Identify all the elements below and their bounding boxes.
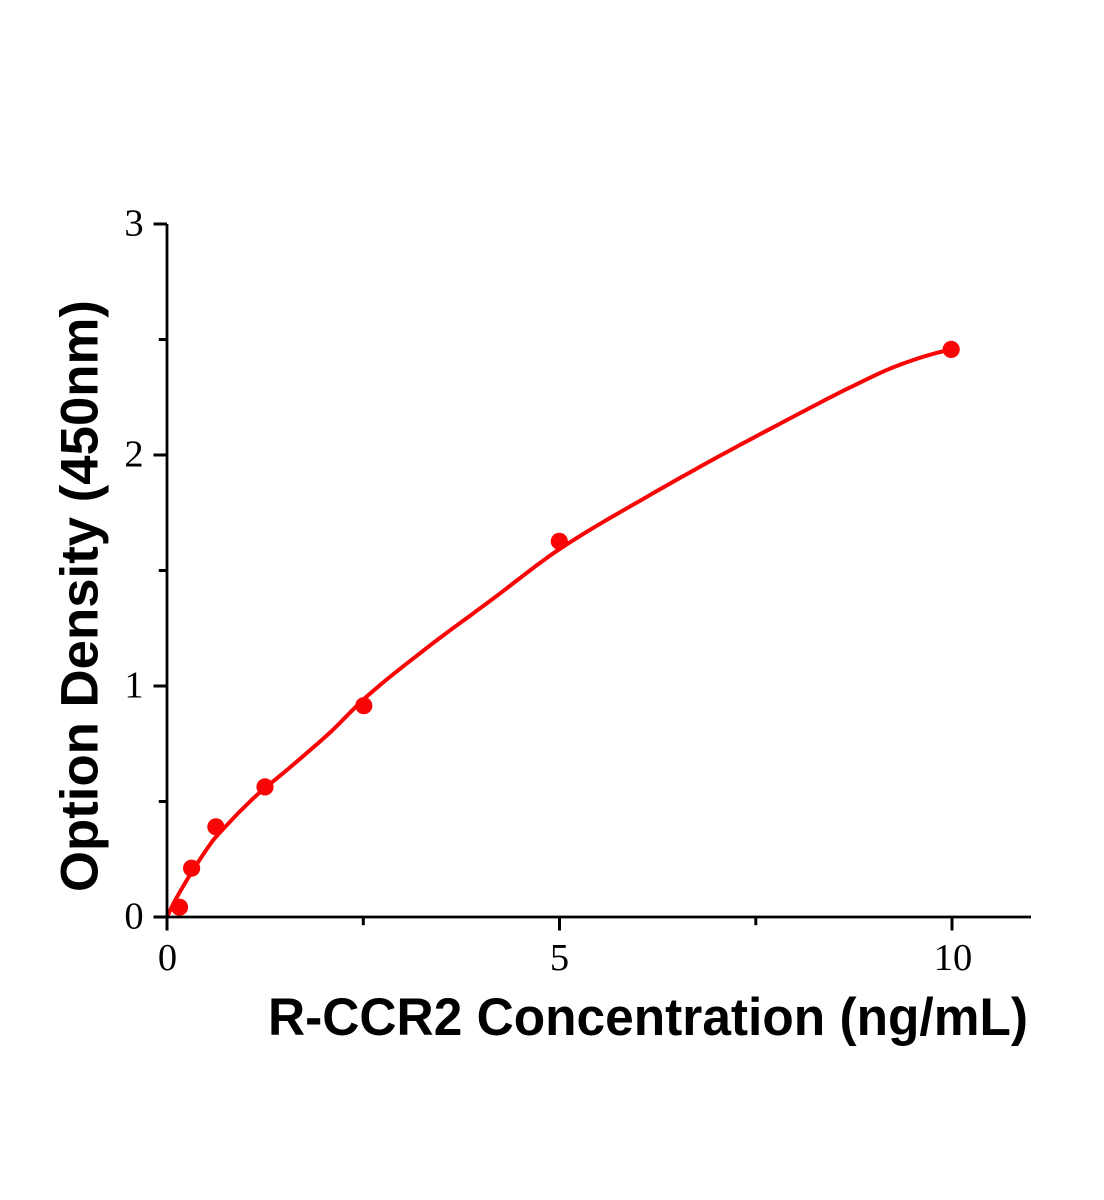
svg-text:10: 10	[934, 937, 973, 979]
svg-text:0: 0	[158, 937, 177, 979]
svg-text:5: 5	[550, 937, 569, 979]
svg-text:R-CCR2 Concentration (ng/mL): R-CCR2 Concentration (ng/mL)	[268, 988, 1028, 1047]
svg-text:1: 1	[124, 665, 143, 707]
svg-text:3: 3	[124, 203, 143, 245]
svg-text:0: 0	[124, 896, 143, 938]
svg-text:Option Density (450nm): Option Density (450nm)	[51, 300, 110, 892]
svg-text:2: 2	[124, 434, 143, 476]
